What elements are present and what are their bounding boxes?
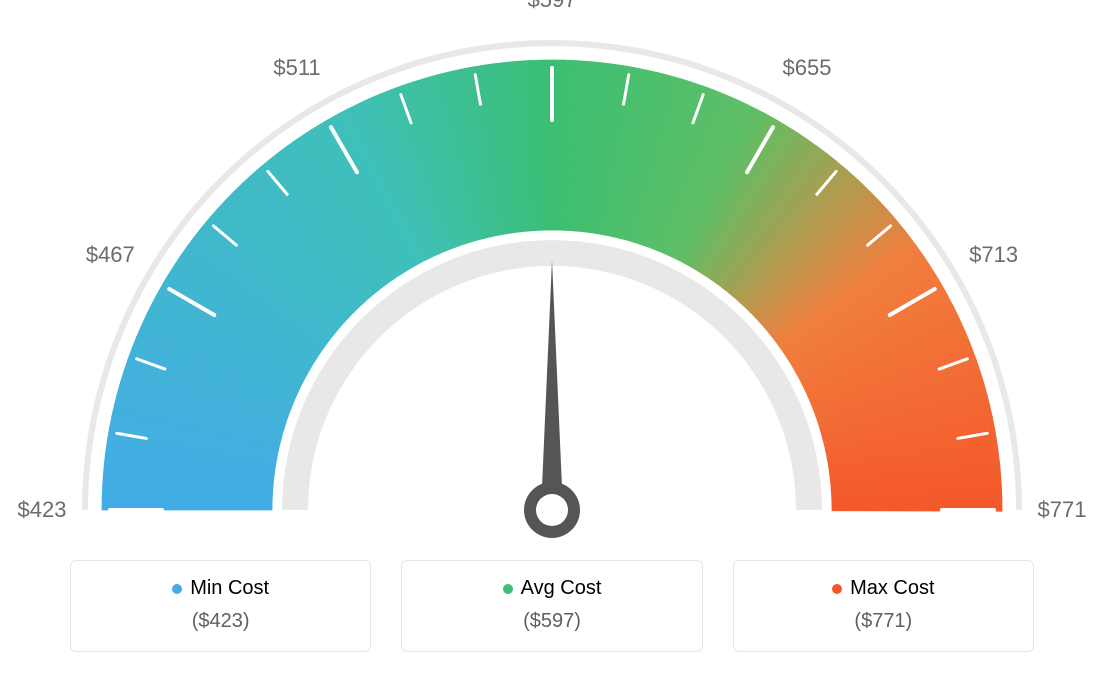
gauge-tick-label: $467: [86, 242, 135, 268]
legend-avg-box: Avg Cost ($597): [401, 560, 702, 652]
legend-max-value: ($771): [744, 610, 1023, 633]
gauge-chart: $423 $467 $511 $597 $655 $713 $771: [0, 0, 1104, 560]
legend-min-title: Min Cost: [172, 577, 269, 600]
gauge-tick-label: $511: [273, 55, 320, 81]
gauge-tick-label: $655: [783, 55, 832, 81]
legend-avg-label: Avg Cost: [521, 577, 602, 600]
legend-min-box: Min Cost ($423): [70, 560, 371, 652]
gauge-tick-label: $771: [1038, 497, 1087, 523]
legend-max-dot-icon: [832, 584, 842, 594]
legend-min-label: Min Cost: [190, 577, 269, 600]
legend-avg-dot-icon: [503, 584, 513, 594]
legend-min-value: ($423): [81, 610, 360, 633]
legend-max-box: Max Cost ($771): [733, 560, 1034, 652]
legend-max-label: Max Cost: [850, 577, 934, 600]
legend-row: Min Cost ($423) Avg Cost ($597) Max Cost…: [0, 560, 1104, 652]
gauge-tick-label: $423: [18, 497, 67, 523]
legend-max-title: Max Cost: [832, 577, 934, 600]
gauge-tick-label: $597: [528, 0, 577, 13]
legend-min-dot-icon: [172, 584, 182, 594]
legend-avg-value: ($597): [412, 610, 691, 633]
gauge-tick-label: $713: [969, 242, 1018, 268]
gauge-svg: [0, 0, 1104, 560]
legend-avg-title: Avg Cost: [503, 577, 602, 600]
